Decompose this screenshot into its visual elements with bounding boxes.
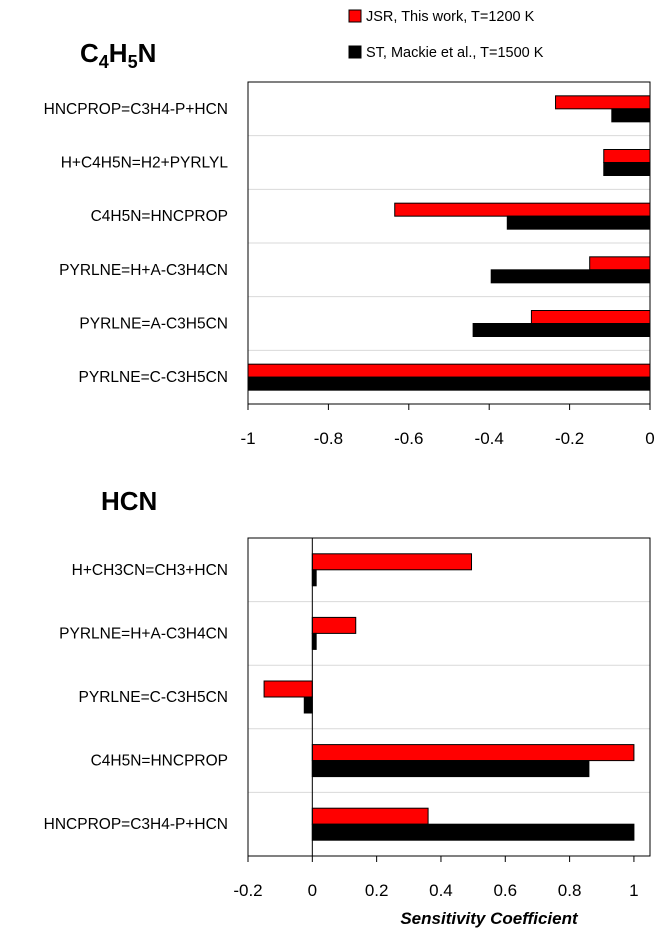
chart-title-part: N (138, 38, 157, 68)
category-label: H+CH3CN=CH3+HCN (72, 562, 228, 579)
x-tick-label: -0.8 (314, 429, 343, 448)
bar-jsr (311, 744, 635, 762)
category-label: PYRLNE=H+A-C3H4CN (59, 625, 228, 642)
x-tick-label: -0.6 (394, 429, 423, 448)
legend-label-jsr: JSR, This work, T=1200 K (366, 9, 535, 25)
chart-title: C4H5N (80, 38, 156, 72)
category-label: PYRLNE=A-C3H5CN (79, 316, 228, 333)
bar-st (311, 632, 317, 650)
bar-jsr (530, 310, 651, 324)
bar-st (247, 376, 651, 391)
bar-jsr (311, 616, 357, 634)
chart-title-subscript: 5 (128, 52, 138, 72)
chart-title-part: C (80, 38, 99, 68)
x-tick-label: 0.2 (365, 881, 389, 900)
category-label: H+C4H5N=H2+PYRLYL (61, 155, 229, 172)
plot-border (247, 81, 651, 405)
bar-jsr (247, 363, 651, 378)
x-tick-label: 1 (629, 881, 638, 900)
category-label: C4H5N=HNCPROP (91, 753, 228, 770)
bar-jsr (603, 149, 651, 163)
chart-c4h5n: C4H5N HNCPROP=C3H4-P+HCN H+C4H5N=H2+PYRLYL… (44, 38, 655, 448)
bar-st (611, 108, 651, 123)
category-label: C4H5N=HNCPROP (91, 208, 228, 225)
bar-jsr (589, 256, 651, 271)
bar-st (311, 569, 317, 587)
x-tick-label: 0 (645, 429, 654, 448)
chart-title: HCN (101, 486, 157, 516)
x-tick-label: 0.4 (429, 881, 453, 900)
bar-jsr (311, 807, 429, 825)
bar-st (311, 823, 635, 841)
bar-st (490, 269, 651, 284)
category-label: HNCPROP=C3H4-P+HCN (44, 101, 228, 118)
chart-title-subscript: 4 (99, 52, 109, 72)
bar-jsr (263, 680, 313, 698)
x-tick-label: 0.8 (558, 881, 582, 900)
legend-swatch-st (348, 45, 362, 59)
x-tick-label: -1 (240, 429, 255, 448)
category-label: PYRLNE=C-C3H5CN (79, 369, 228, 386)
plot-border (247, 537, 651, 857)
chart-title-part: H (109, 38, 128, 68)
bar-st (303, 696, 313, 714)
x-tick-label: -0.2 (555, 429, 584, 448)
category-label: HNCPROP=C3H4-P+HCN (44, 816, 228, 833)
x-tick-label: 0.6 (493, 881, 517, 900)
bar-st (506, 215, 651, 230)
x-tick-label: 0 (308, 881, 317, 900)
legend-swatch-jsr (348, 9, 362, 23)
chart-title-part: HCN (101, 486, 157, 516)
bar-st (311, 760, 590, 778)
x-axis-label: Sensitivity Coefficient (400, 909, 579, 928)
bar-jsr (555, 95, 651, 110)
chart-hcn: HCN H+CH3CN=CH3+HCN PYRLNE=H+A-C3H4CN PYRLN… (44, 486, 651, 928)
x-tick-label: -0.2 (233, 881, 262, 900)
bar-jsr (311, 553, 473, 571)
category-label: PYRLNE=C-C3H5CN (79, 689, 228, 706)
legend-label-st: ST, Mackie et al., T=1500 K (366, 45, 544, 61)
bar-st (472, 323, 651, 337)
bar-jsr (394, 202, 651, 217)
bar-st (603, 162, 651, 176)
x-tick-label: -0.4 (475, 429, 504, 448)
legend: JSR, This work, T=1200 K ST, Mackie et al… (348, 9, 544, 61)
category-label: PYRLNE=H+A-C3H4CN (59, 262, 228, 279)
